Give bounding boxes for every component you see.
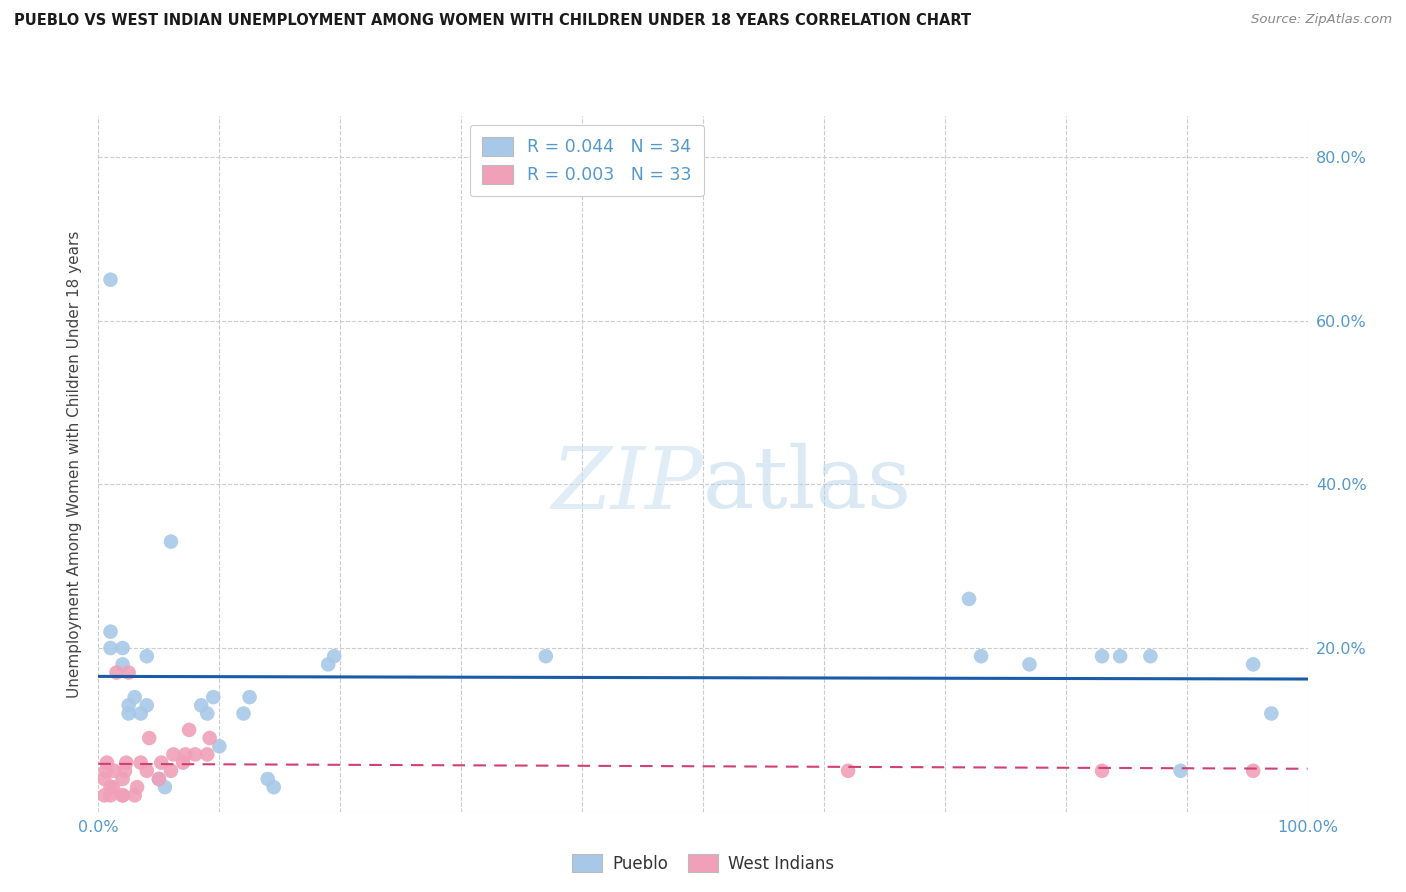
Point bbox=[160, 764, 183, 778]
Y-axis label: Unemployment Among Women with Children Under 18 years: Unemployment Among Women with Children U… bbox=[67, 230, 83, 698]
Point bbox=[118, 706, 141, 721]
Point bbox=[256, 772, 278, 786]
Point bbox=[1109, 649, 1132, 664]
Point bbox=[190, 698, 212, 713]
Point bbox=[111, 657, 134, 672]
Point bbox=[323, 649, 346, 664]
Point bbox=[100, 789, 122, 803]
Point bbox=[127, 780, 149, 794]
Point bbox=[195, 706, 218, 721]
Point bbox=[208, 739, 231, 754]
Point bbox=[129, 706, 152, 721]
Point bbox=[111, 772, 134, 786]
Point bbox=[103, 764, 125, 778]
Point bbox=[1241, 764, 1264, 778]
Point bbox=[148, 772, 170, 786]
Text: ZIP: ZIP bbox=[551, 443, 703, 526]
Point bbox=[118, 665, 141, 680]
Point bbox=[970, 649, 993, 664]
Point bbox=[114, 764, 136, 778]
Legend: Pueblo, West Indians: Pueblo, West Indians bbox=[565, 847, 841, 880]
Point bbox=[232, 706, 254, 721]
Text: PUEBLO VS WEST INDIAN UNEMPLOYMENT AMONG WOMEN WITH CHILDREN UNDER 18 YEARS CORR: PUEBLO VS WEST INDIAN UNEMPLOYMENT AMONG… bbox=[14, 13, 972, 29]
Point bbox=[1170, 764, 1192, 778]
Point bbox=[111, 789, 134, 803]
Point bbox=[239, 690, 262, 705]
Point bbox=[1091, 649, 1114, 664]
Point bbox=[1139, 649, 1161, 664]
Point bbox=[93, 772, 115, 786]
Legend: R = 0.044   N = 34, R = 0.003   N = 33: R = 0.044 N = 34, R = 0.003 N = 33 bbox=[470, 125, 704, 196]
Text: Source: ZipAtlas.com: Source: ZipAtlas.com bbox=[1251, 13, 1392, 27]
Point bbox=[172, 756, 194, 770]
Point bbox=[1241, 657, 1264, 672]
Point bbox=[837, 764, 859, 778]
Point bbox=[153, 780, 176, 794]
Point bbox=[160, 534, 183, 549]
Point bbox=[94, 764, 117, 778]
Point bbox=[534, 649, 557, 664]
Point bbox=[100, 273, 122, 287]
Point bbox=[1260, 706, 1282, 721]
Point bbox=[174, 747, 197, 762]
Point bbox=[111, 640, 134, 655]
Point bbox=[135, 764, 157, 778]
Point bbox=[138, 731, 160, 745]
Point bbox=[100, 640, 122, 655]
Point bbox=[148, 772, 170, 786]
Point bbox=[179, 723, 201, 737]
Point bbox=[198, 731, 221, 745]
Point bbox=[1018, 657, 1040, 672]
Point bbox=[101, 780, 124, 794]
Point bbox=[111, 789, 134, 803]
Point bbox=[957, 591, 980, 606]
Point bbox=[202, 690, 225, 705]
Point bbox=[115, 756, 138, 770]
Point bbox=[184, 747, 207, 762]
Point bbox=[105, 665, 128, 680]
Point bbox=[135, 649, 157, 664]
Point bbox=[1091, 764, 1114, 778]
Point bbox=[150, 756, 173, 770]
Point bbox=[96, 756, 118, 770]
Point bbox=[100, 780, 122, 794]
Text: atlas: atlas bbox=[703, 443, 912, 526]
Point bbox=[93, 789, 115, 803]
Point bbox=[129, 756, 152, 770]
Point bbox=[316, 657, 339, 672]
Point bbox=[124, 690, 146, 705]
Point bbox=[263, 780, 285, 794]
Point bbox=[162, 747, 184, 762]
Point bbox=[135, 698, 157, 713]
Point bbox=[195, 747, 218, 762]
Point bbox=[100, 624, 122, 639]
Point bbox=[124, 789, 146, 803]
Point bbox=[118, 698, 141, 713]
